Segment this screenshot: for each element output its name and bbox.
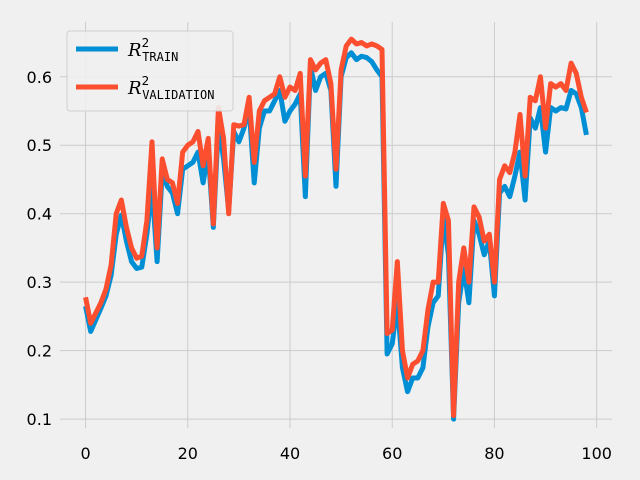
y-tick-label: 0.6 xyxy=(27,68,52,87)
series-lines xyxy=(83,36,589,422)
series-line-train xyxy=(83,50,589,422)
x-tick-label: 100 xyxy=(581,444,612,463)
x-tick-label: 20 xyxy=(178,444,198,463)
series-line-validation xyxy=(83,36,589,419)
y-tick-label: 0.2 xyxy=(27,342,52,361)
y-tick-label: 0.3 xyxy=(27,273,52,292)
x-tick-label: 60 xyxy=(382,444,402,463)
legend-label-validation: R2 VALIDATION xyxy=(127,74,214,102)
y-tick-label: 0.1 xyxy=(27,410,52,429)
y-tick-label: 0.4 xyxy=(27,205,52,224)
x-tick-label: 0 xyxy=(80,444,90,463)
legend-label-train: R2 TRAIN xyxy=(127,36,178,64)
x-tick-label: 80 xyxy=(484,444,504,463)
x-tick-label: 40 xyxy=(280,444,300,463)
y-axis-ticks: 0.1 0.2 0.3 0.4 0.5 0.6 xyxy=(27,68,52,429)
y-tick-label: 0.5 xyxy=(27,136,52,155)
legend: R2 TRAIN R2 VALIDATION xyxy=(66,30,234,112)
x-axis-ticks: 0 20 40 60 80 100 xyxy=(80,444,611,463)
